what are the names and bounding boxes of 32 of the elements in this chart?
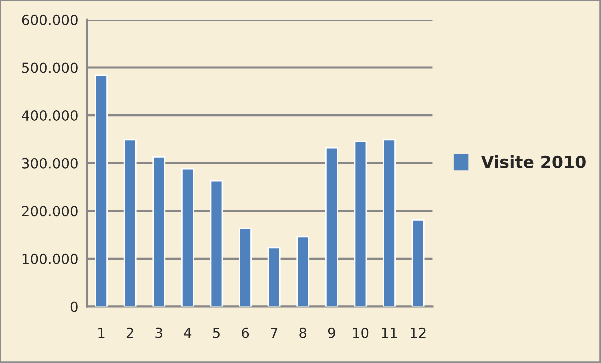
y-tick-label: 600.000 xyxy=(22,14,78,26)
bar xyxy=(210,180,224,307)
x-tick-label: 11 xyxy=(382,328,398,338)
y-tick-label: 200.000 xyxy=(22,206,78,217)
legend-label: Visite 2010 xyxy=(481,156,586,168)
bar xyxy=(152,156,166,307)
y-tick-label: 400.000 xyxy=(22,110,78,122)
bar xyxy=(239,228,252,307)
y-tick-label: 500.000 xyxy=(22,62,78,74)
x-tick-label: 6 xyxy=(242,328,250,338)
y-tick-label: 300.000 xyxy=(22,158,78,169)
bar xyxy=(181,168,194,307)
bar xyxy=(412,220,425,307)
x-tick-label: 7 xyxy=(271,328,278,338)
bar xyxy=(268,247,281,307)
x-tick-label: 1 xyxy=(98,328,105,338)
y-tick-label: 0 xyxy=(70,302,78,312)
x-tick-label: 10 xyxy=(353,328,369,338)
bar xyxy=(124,139,137,307)
bar xyxy=(95,74,108,307)
bar xyxy=(354,141,368,307)
x-tick-label: 5 xyxy=(213,328,220,338)
bar xyxy=(296,236,310,307)
x-tick-label: 2 xyxy=(126,328,134,338)
x-tick-label: 8 xyxy=(300,328,307,338)
bar xyxy=(383,139,396,307)
y-tick-label: 100.000 xyxy=(22,254,78,264)
x-tick-label: 3 xyxy=(156,328,162,338)
x-tick-label: 9 xyxy=(328,328,336,338)
bar xyxy=(325,147,338,307)
x-tick-label: 4 xyxy=(184,328,192,338)
x-tick-label: 12 xyxy=(411,328,426,338)
